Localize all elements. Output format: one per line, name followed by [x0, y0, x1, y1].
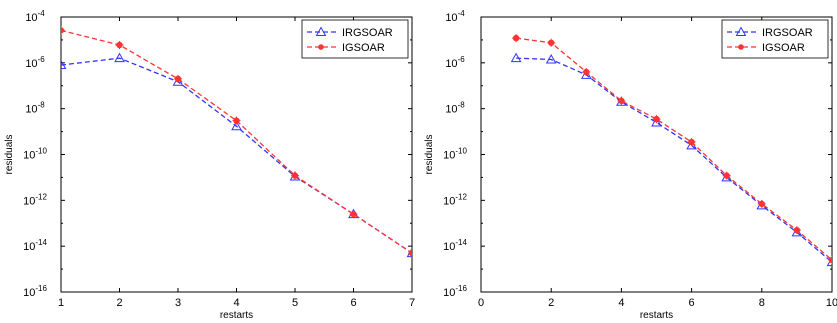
series-line: [516, 37, 832, 261]
x-tick-label: 6: [689, 297, 695, 309]
data-point: [510, 52, 522, 63]
legend: IRGSOAR IGSOAR: [721, 19, 829, 59]
x-axis-label: restarts: [220, 310, 253, 321]
data-point-cross: [547, 38, 556, 47]
x-tick-label: 1: [58, 297, 64, 309]
x-axis: 0 2 4 6 8 10: [478, 17, 837, 309]
legend-label: IRGSOAR: [342, 27, 393, 39]
y-axis: 10-16 10-14 10-12 10-10 10-8 10-6 10-4: [23, 9, 412, 299]
data-point-cross: [582, 67, 591, 76]
x-tick-label: 8: [759, 297, 765, 309]
data-point: [651, 116, 662, 127]
data-point: [545, 53, 557, 64]
legend-label: IGSOAR: [342, 42, 385, 54]
data-point-cross: [828, 255, 832, 264]
y-axis-label: residuals: [4, 134, 15, 174]
data-point-cross: [349, 210, 358, 219]
x-tick-label: 4: [233, 297, 239, 309]
data-point-cross: [174, 74, 182, 83]
data-point-cross: [512, 34, 521, 43]
legend-marker: [735, 26, 747, 36]
y-tick-label: 10-8: [25, 101, 45, 116]
legend-marker: [318, 44, 324, 50]
legend-marker: [315, 26, 327, 36]
legend-box: [301, 19, 409, 59]
legend-label: IRGSOAR: [762, 27, 813, 39]
x-tick-label: 2: [548, 297, 554, 309]
data-point-cross: [408, 249, 412, 258]
y-tick-label: 10-6: [445, 55, 465, 70]
y-tick-label: 10-12: [443, 192, 467, 207]
y-tick-label: 10-4: [25, 9, 45, 24]
data-point-cross: [757, 199, 766, 208]
x-tick-label: 4: [618, 297, 624, 309]
y-tick-label: 10-14: [23, 238, 47, 253]
y-tick-label: 10-10: [23, 147, 47, 162]
series-line: [61, 57, 412, 254]
y-tick-label: 10-4: [445, 9, 465, 24]
data-point-cross: [722, 171, 731, 180]
y-axis-label: residuals: [424, 134, 435, 174]
x-tick-label: 6: [350, 297, 356, 309]
x-tick-label: 2: [116, 297, 122, 309]
series-igsoar: [512, 34, 832, 264]
data-point-cross: [652, 115, 661, 124]
y-tick-label: 10-12: [23, 192, 47, 207]
data-point-cross: [232, 116, 241, 125]
y-tick-label: 10-10: [443, 147, 467, 162]
legend-label: IGSOAR: [762, 42, 805, 54]
legend-marker: [738, 44, 744, 50]
y-tick-label: 10-8: [445, 101, 465, 116]
plot-area-frame: [480, 16, 833, 293]
data-point-cross: [115, 41, 124, 50]
legend: IRGSOAR IGSOAR: [301, 19, 409, 59]
data-point-cross: [617, 96, 626, 105]
plot-area-frame: [60, 16, 413, 293]
x-tick-label: 0: [478, 297, 484, 309]
series-igsoar: [61, 26, 412, 258]
data-point-cross: [792, 226, 801, 235]
chart-left: 1 2 3 4 5 6 7 10-16 10-14 10-12 10-10 10-8 10-6 10-4 r…: [4, 9, 415, 321]
series-line: [516, 57, 832, 263]
x-tick-label: 5: [292, 297, 298, 309]
y-axis: 10-16 10-14 10-12 10-10 10-8 10-6 10-4: [443, 9, 832, 299]
data-point-cross: [61, 26, 65, 35]
chart-right: 0 2 4 6 8 10 10-16 10-14 10-12 10-10 10-8 10-6 10-4 r…: [424, 9, 837, 321]
x-axis-label: restarts: [640, 310, 673, 321]
y-tick-label: 10-6: [25, 55, 45, 70]
y-tick-label: 10-16: [443, 284, 467, 299]
data-point: [231, 120, 242, 131]
x-axis: 1 2 3 4 5 6 7: [58, 17, 415, 309]
data-point: [61, 59, 67, 70]
data-point-cross: [687, 138, 696, 147]
legend-box: [721, 19, 829, 59]
y-tick-label: 10-16: [23, 284, 47, 299]
x-tick-label: 7: [409, 297, 415, 309]
data-point-cross: [291, 171, 299, 180]
x-tick-label: 10: [826, 297, 837, 309]
y-tick-label: 10-14: [443, 238, 467, 253]
data-point: [114, 52, 125, 63]
x-tick-label: 3: [175, 297, 181, 309]
